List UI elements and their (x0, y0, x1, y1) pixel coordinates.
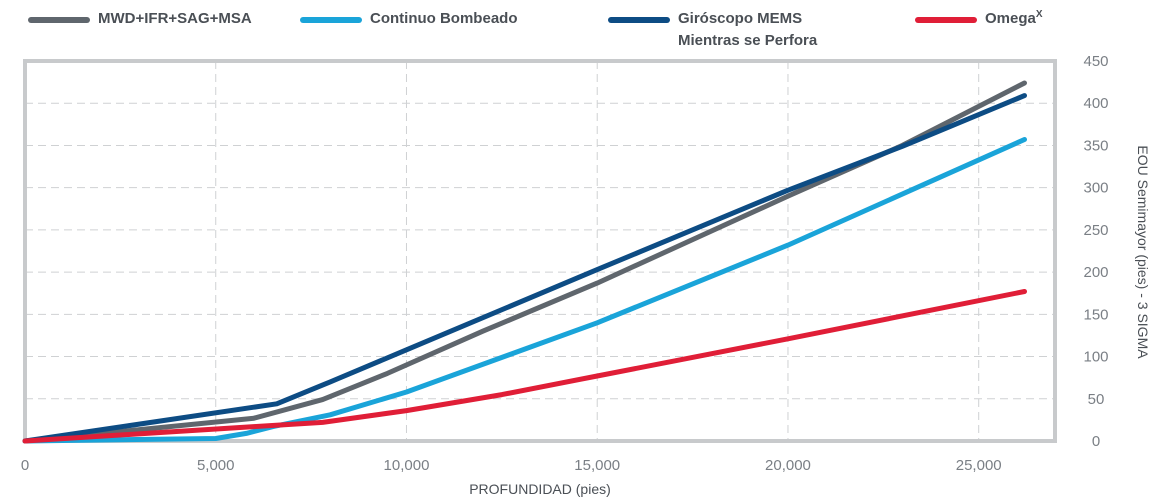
y-tick-label: 150 (1083, 306, 1108, 323)
y-axis-ticks: 0 50 100 150 200 250 300 350 400 450 (1083, 53, 1108, 450)
legend-label-continuo: Continuo Bombeado (370, 10, 518, 27)
legend-label-omega: OmegaX (985, 8, 1043, 30)
y-tick-label: 450 (1083, 53, 1108, 70)
x-tick-label: 20,000 (765, 457, 811, 474)
series-line-2 (22, 137, 1027, 444)
legend-label-mwd: MWD+IFR+SAG+MSA (98, 10, 252, 27)
chart-legend: MWD+IFR+SAG+MSA Continuo Bombeado Girósc… (0, 0, 1160, 60)
x-tick-label: 15,000 (574, 457, 620, 474)
series-line-3 (22, 93, 1027, 444)
legend-label-giroscopo-line2: Mientras se Perfora (678, 32, 818, 49)
legend-item-omega: OmegaX (915, 8, 1043, 30)
y-tick-label: 50 (1088, 391, 1105, 408)
x-tick-label: 10,000 (384, 457, 430, 474)
legend-item-mwd: MWD+IFR+SAG+MSA (28, 8, 252, 30)
y-tick-label: 250 (1083, 222, 1108, 239)
legend-label-omega-superscript: X (1035, 9, 1043, 20)
y-axis-title: EOU Semimayor (pies) - 3 SIGMA (1135, 145, 1151, 359)
y-tick-label: 100 (1083, 349, 1108, 366)
legend-swatch-omega (915, 17, 977, 23)
x-axis-title: PROFUNDIDAD (pies) (469, 481, 611, 497)
legend-swatch-giroscopo (608, 17, 670, 23)
series-line-4 (22, 289, 1027, 444)
legend-item-continuo: Continuo Bombeado (300, 8, 517, 30)
x-tick-label: 0 (21, 457, 29, 474)
legend-item-giroscopo: Giróscopo MEMS Mientras se Perfora (608, 8, 817, 52)
legend-label-giroscopo-line1: Giróscopo MEMS (678, 10, 803, 27)
legend-label-giroscopo: Giróscopo MEMS Mientras se Perfora (678, 8, 817, 52)
series-line-1 (22, 80, 1027, 444)
x-axis-ticks: 0 5,000 10,000 15,000 20,000 25,000 (21, 457, 1002, 474)
legend-label-omega-text: Omega (985, 10, 1036, 27)
legend-swatch-mwd (28, 17, 90, 23)
legend-swatch-continuo (300, 17, 362, 23)
y-tick-label: 400 (1083, 95, 1108, 112)
y-tick-label: 0 (1092, 433, 1100, 450)
plot-area-border (23, 59, 1057, 443)
y-tick-label: 300 (1083, 180, 1108, 197)
chart-series (22, 80, 1027, 444)
y-tick-label: 350 (1083, 137, 1108, 154)
x-tick-label: 25,000 (956, 457, 1002, 474)
y-tick-label: 200 (1083, 264, 1108, 281)
chart-grid (25, 61, 1055, 441)
x-tick-label: 5,000 (197, 457, 235, 474)
